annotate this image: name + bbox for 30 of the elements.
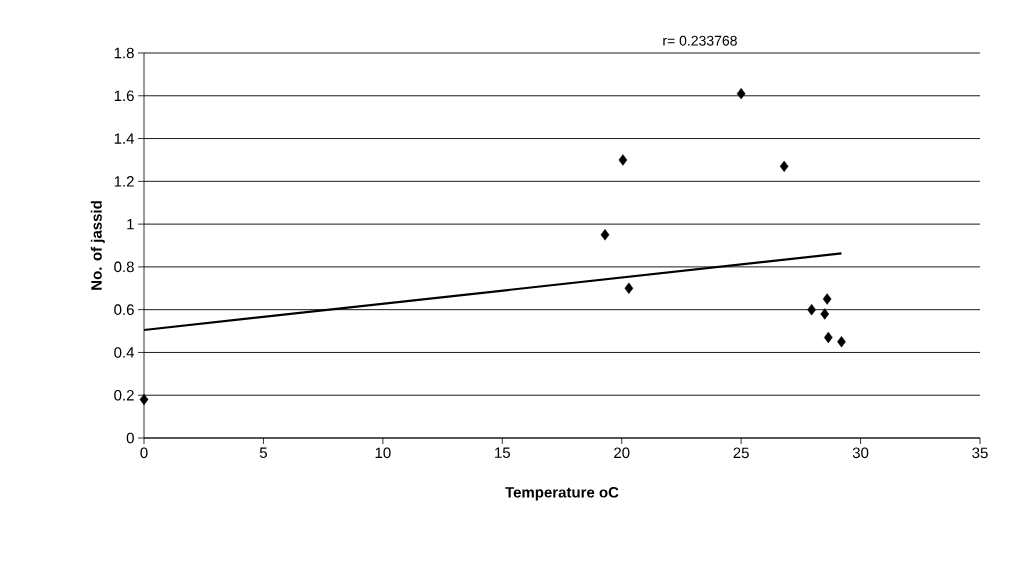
point <box>822 293 832 305</box>
y-tick-label: 1.6 <box>114 90 134 102</box>
point <box>820 308 830 320</box>
y-tick-label: 0.8 <box>114 261 134 273</box>
y-tick-label: 1.8 <box>114 47 134 59</box>
point <box>624 282 634 294</box>
y-tick-label: 0.6 <box>114 304 134 315</box>
y-tick-label: 1.4 <box>114 133 135 144</box>
point <box>837 336 846 348</box>
x-axis-title: Temperature oC <box>505 486 619 501</box>
y-tick-label: 0.2 <box>114 389 134 401</box>
point <box>736 87 746 100</box>
x-tick-label: 35 <box>972 447 988 459</box>
x-tick-label: 30 <box>852 447 869 459</box>
y-tick-label: 0.4 <box>114 347 135 358</box>
y-axis-title: No. of jassid <box>90 201 105 290</box>
point <box>779 160 789 173</box>
x-tick-label: 0 <box>140 447 148 459</box>
text: r= 0.233768 <box>663 35 737 46</box>
point <box>600 229 610 241</box>
x-tick-label: 25 <box>733 447 749 459</box>
x-tick-label: 15 <box>495 447 511 458</box>
y-tick-label: 1.2 <box>114 176 134 187</box>
x-tick-label: 5 <box>259 447 267 458</box>
x-tick-label: 20 <box>614 447 630 459</box>
point <box>618 154 628 166</box>
y-tick-label: 0 <box>126 432 134 444</box>
point <box>139 393 149 406</box>
y-tick-label: 1 <box>127 218 134 230</box>
x-tick-label: 10 <box>375 447 391 459</box>
